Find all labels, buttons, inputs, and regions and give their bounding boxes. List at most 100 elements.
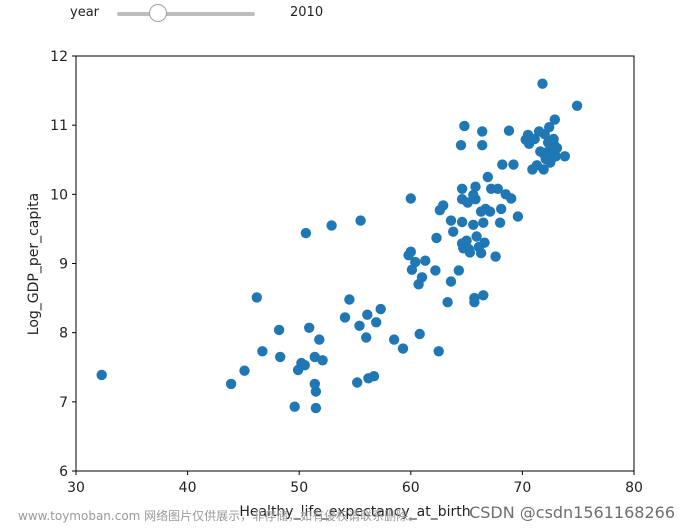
scatter-point: [310, 386, 322, 397]
plot-area: [75, 55, 635, 472]
scatter-point: [464, 247, 476, 258]
scatter-point: [453, 265, 464, 276]
scatter-point: [550, 151, 562, 162]
scatter-points: [96, 78, 583, 414]
x-tick-label: 50: [290, 480, 308, 496]
scatter-point: [470, 181, 481, 192]
scatter-point: [506, 193, 517, 204]
scatter-point: [257, 346, 268, 357]
x-tick-label: 40: [179, 480, 197, 496]
scatter-point: [314, 334, 325, 345]
scatter-point: [375, 303, 386, 315]
scatter-point: [438, 200, 449, 211]
scatter-point: [430, 265, 441, 276]
scatter-point: [388, 334, 400, 345]
x-tick-label: 70: [513, 480, 531, 496]
scatter-point: [470, 194, 481, 205]
scatter-point: [551, 142, 563, 154]
scatter-point: [475, 247, 487, 259]
slider-value: 2010: [290, 5, 324, 20]
y-tick-label: 11: [50, 118, 68, 134]
scatter-point: [442, 297, 453, 308]
year-slider-widget: year 2010: [0, 0, 689, 28]
y-tick-label: 7: [59, 395, 68, 411]
scatter-point: [471, 231, 482, 242]
scatter-point: [300, 227, 312, 239]
scatter-point: [482, 171, 493, 183]
scatter-point: [529, 133, 540, 145]
scatter-point: [478, 217, 489, 228]
watermark: www.toymoban.com 网络图片仅供展示，非存储，如有侵权请联系删除。…: [0, 503, 689, 527]
scatter-point: [455, 140, 467, 151]
scatter-point: [445, 215, 457, 226]
scatter-point: [317, 355, 328, 366]
scatter-point: [571, 100, 583, 112]
scatter-point: [371, 317, 382, 328]
scatter-point: [559, 151, 570, 162]
scatter-point: [503, 125, 515, 136]
scatter-point: [459, 120, 470, 132]
x-tick-label: 80: [625, 480, 643, 496]
scatter-point: [456, 183, 468, 194]
scatter-point: [469, 297, 480, 308]
slider-track[interactable]: [117, 12, 255, 16]
scatter-point: [299, 360, 310, 371]
scatter-point: [414, 328, 425, 340]
scatter-point: [445, 276, 457, 287]
x-axis-title: Healthy_life_expectancy_at_birth: [239, 504, 470, 520]
scatter-point: [492, 183, 503, 194]
scatter-point: [433, 346, 444, 357]
scatter-point: [339, 312, 351, 323]
scatter-point: [508, 159, 519, 170]
scatter-point: [405, 246, 416, 257]
scatter-point: [456, 216, 468, 228]
scatter-point: [479, 237, 490, 248]
scatter-point: [461, 235, 472, 246]
x-axis: 30 40 50 60 70 80: [67, 471, 643, 496]
scatter-point: [289, 401, 300, 412]
scatter-point: [397, 343, 409, 354]
y-tick-label: 6: [59, 464, 68, 480]
scatter-point: [362, 309, 373, 320]
scatter-point: [484, 206, 496, 217]
scatter-point: [448, 226, 459, 237]
scatter-point: [355, 215, 366, 226]
scatter-point: [368, 371, 380, 382]
scatter-point: [326, 220, 337, 231]
scatter-point: [275, 351, 286, 363]
scatter-point: [538, 164, 549, 175]
scatter-point: [431, 232, 442, 244]
scatter-point: [512, 211, 524, 222]
scatter-point: [496, 203, 507, 215]
scatter-point: [251, 292, 262, 303]
scatter-point: [410, 256, 421, 268]
y-tick-label: 8: [59, 326, 68, 342]
slider-thumb[interactable]: [148, 4, 167, 22]
y-tick-label: 12: [50, 49, 68, 65]
scatter-point: [344, 294, 355, 305]
scatter-point: [361, 332, 372, 343]
watermark-source-text: www.toymoban.com 网络图片仅供展示，非存储，如有侵权请联系删除。: [18, 509, 421, 523]
scatter-point: [96, 369, 107, 381]
scatter-point: [354, 320, 365, 331]
scatter-point: [225, 378, 237, 390]
scatter-point: [478, 290, 489, 301]
y-axis: 6 7 8 9 10 11 12: [50, 49, 76, 480]
scatter-point: [490, 251, 501, 262]
scatter-point: [494, 217, 506, 228]
scatter-point: [544, 122, 555, 133]
scatter-point: [273, 324, 285, 336]
scatter-point: [497, 159, 508, 170]
scatter-point: [239, 365, 250, 376]
scatter-point: [468, 219, 479, 230]
watermark-author-text: CSDN @csdn1561168266: [469, 503, 675, 522]
scatter-point: [309, 378, 320, 390]
scatter-point: [352, 377, 363, 388]
scatter-point: [537, 78, 548, 89]
y-tick-label: 9: [59, 257, 68, 273]
x-tick-label: 60: [402, 480, 420, 496]
scatter-point: [310, 402, 322, 414]
scatter-point: [477, 140, 488, 151]
y-axis-title: Log_GDP_per_capita: [26, 193, 42, 335]
